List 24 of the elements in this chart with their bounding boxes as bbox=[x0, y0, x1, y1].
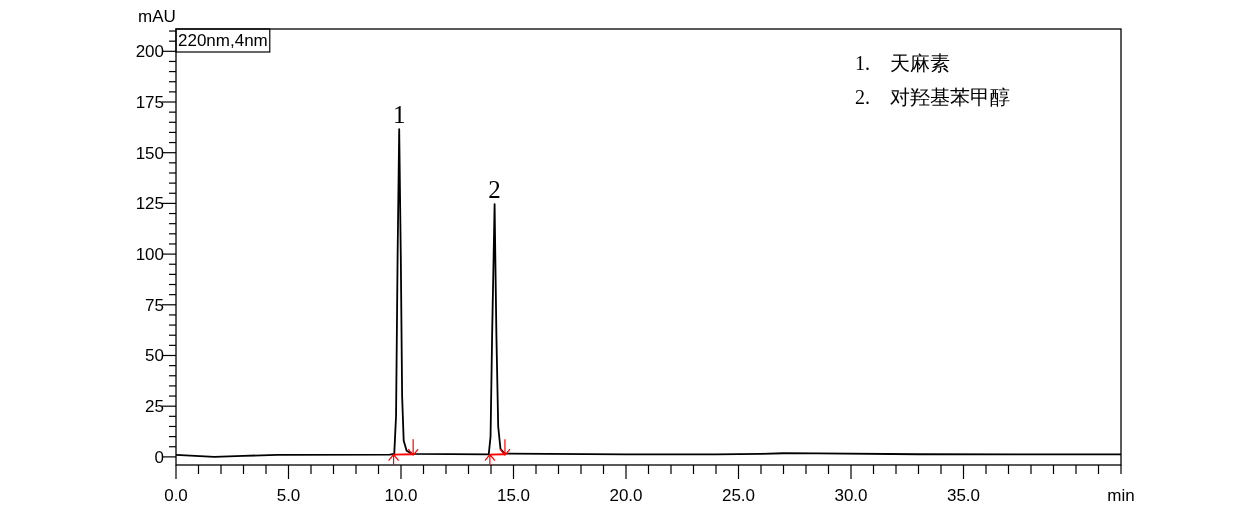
x-tick-label: 10.0 bbox=[384, 486, 418, 505]
annotation: 220nm,4nm bbox=[178, 31, 268, 50]
x-axis-title: min bbox=[1107, 486, 1135, 505]
y-tick-label: 175 bbox=[135, 93, 164, 112]
y-tick-label: 150 bbox=[135, 143, 164, 163]
y-tick-label: 200 bbox=[135, 42, 164, 62]
x-tick-label: 25.0 bbox=[721, 486, 756, 505]
x-tick-label: 5.0 bbox=[276, 486, 301, 505]
x-tick-label: 30.0 bbox=[834, 486, 868, 505]
annotation: 1. 天麻素 bbox=[855, 52, 950, 74]
x-tick-label: 35.0 bbox=[946, 486, 981, 505]
annotation: 2. 对羟基苯甲醇 bbox=[855, 86, 1010, 108]
y-tick-label: 125 bbox=[135, 194, 164, 214]
x-tick-label: 15.0 bbox=[496, 486, 531, 505]
annotation: 2 bbox=[488, 176, 501, 204]
y-tick-label: 25 bbox=[145, 397, 164, 417]
y-axis-title: mAU bbox=[138, 7, 176, 26]
y-tick-label: 75 bbox=[145, 295, 164, 315]
annotation: 1 bbox=[392, 101, 406, 129]
x-tick-label: 20.0 bbox=[609, 486, 643, 505]
y-tick-label: 100 bbox=[135, 245, 164, 265]
y-tick-label: 50 bbox=[145, 346, 164, 366]
y-tick-label: 0 bbox=[154, 447, 164, 467]
x-tick-label: 0.0 bbox=[164, 486, 188, 505]
